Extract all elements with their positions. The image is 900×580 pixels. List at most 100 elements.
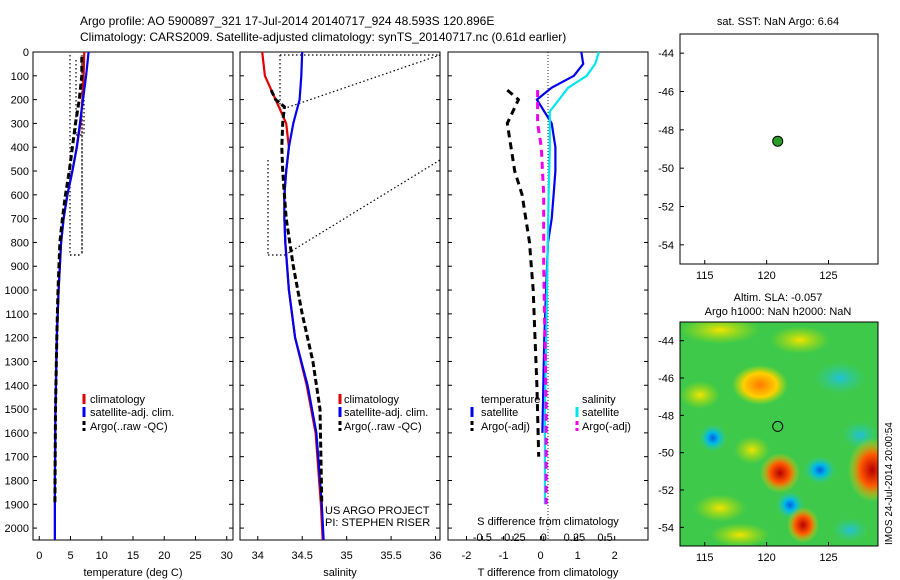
legend-t-satellite: satellite	[481, 407, 518, 419]
series-line-salinity-satellite	[543, 51, 600, 505]
depth-tick-label: 1300	[5, 356, 29, 368]
lon-tick-label: 115	[696, 552, 714, 564]
x-tick-label: 0.25	[564, 532, 585, 544]
sla-map-axes: -44 -46 -48 -50 -52 -54 115 120 125	[658, 336, 838, 564]
lon-tick-label: 120	[757, 270, 775, 282]
x-tick-label: -0.5	[473, 532, 492, 544]
depth-tick-label: 800	[11, 237, 29, 249]
legend-t-argo: Argo(-adj)	[481, 421, 530, 433]
x-tick-label: -1	[499, 550, 509, 562]
reference-dotted-lines	[69, 54, 441, 256]
depth-tick-label: 0	[23, 47, 29, 59]
x-tick-label: 36	[429, 550, 441, 562]
series-line-argo-raw-qc-	[269, 89, 324, 505]
sla-map-title-line2: Argo h1000: NaN h2000: NaN	[705, 306, 852, 318]
depth-tick-label: 900	[11, 261, 29, 273]
temperature-x-label: temperature (deg C)	[83, 567, 182, 579]
series-line-argo-raw-qc-	[53, 56, 84, 505]
x-tick-label: 0.5	[597, 532, 612, 544]
difference-legend: temperature salinity satellite Argo(-adj…	[470, 394, 631, 433]
s-difference-x-label: S difference from climatology	[477, 516, 619, 528]
depth-tick-label: 400	[11, 142, 29, 154]
lat-tick-label: -46	[658, 373, 674, 385]
x-axes: 0 5 10 15 20 25 30 34 34.5 35 35.5 36 -2 -1 0 1 2 -0.5 -0.…	[36, 532, 618, 562]
lat-tick-label: -52	[658, 485, 674, 497]
x-tick-label: 35	[341, 550, 353, 562]
depth-tick-label: 200	[11, 95, 29, 107]
x-tick-label: 15	[127, 550, 139, 562]
x-tick-label: 5	[67, 550, 73, 562]
lat-tick-label: -50	[658, 163, 674, 175]
x-tick-label: 1	[575, 550, 581, 562]
legend-temperature-head: temperature	[481, 394, 540, 406]
temperature-legend: climatology satellite-adj. clim. Argo(..…	[82, 394, 174, 433]
legend-argo: Argo(..raw -QC)	[344, 421, 422, 433]
lat-tick-label: -44	[658, 48, 674, 60]
sst-map-axes: -44 -46 -48 -50 -52 -54 115 120 125	[658, 48, 838, 282]
temperature-panel-frame	[32, 51, 234, 541]
depth-tick-label: 1200	[5, 333, 29, 345]
legend-s-argo: Argo(-adj)	[582, 421, 631, 433]
x-tick-label: -0.25	[500, 532, 525, 544]
lat-tick-label: -48	[658, 410, 674, 422]
depth-tick-label: 1000	[5, 285, 29, 297]
salinity-panel-frame	[239, 51, 441, 541]
lon-tick-label: 115	[696, 270, 714, 282]
depth-tick-label: 2000	[5, 523, 29, 535]
lat-tick-label: -54	[658, 240, 674, 252]
depth-tick-label: 1600	[5, 428, 29, 440]
legend-argo: Argo(..raw -QC)	[90, 421, 168, 433]
sst-map-frame	[679, 33, 879, 265]
legend-climatology: climatology	[90, 394, 146, 406]
x-tick-label: 0	[538, 550, 544, 562]
legend-satellite-adj: satellite-adj. clim.	[344, 407, 428, 419]
depth-tick-label: 100	[11, 71, 29, 83]
sla-map-title-line1: Altim. SLA: -0.057	[734, 292, 823, 304]
depth-tick-label: 1900	[5, 499, 29, 511]
depth-tick-label: 1400	[5, 380, 29, 392]
series-line-temperature-argo-adj-	[505, 88, 541, 457]
lat-tick-label: -52	[658, 202, 674, 214]
credit-project: US ARGO PROJECT	[325, 505, 430, 517]
depth-tick-label: 1700	[5, 452, 29, 464]
x-tick-label: 35.5	[380, 550, 401, 562]
legend-salinity-head: salinity	[582, 394, 616, 406]
depth-tick-label: 1100	[5, 309, 29, 321]
series-line-satellite-adj-clim-	[53, 51, 90, 540]
lat-tick-label: -46	[658, 87, 674, 99]
depth-tick-label: 1800	[5, 475, 29, 487]
x-tick-label: 20	[158, 550, 170, 562]
depth-axis: 0 100 200 300 400 500 600 700 800 900 1000 1100 1200…	[5, 47, 648, 535]
x-tick-label: 30	[221, 550, 233, 562]
lon-tick-label: 120	[757, 552, 775, 564]
lon-tick-label: 125	[819, 552, 837, 564]
figure-title-line2: Climatology: CARS2009. Satellite-adjuste…	[80, 30, 566, 44]
argo-float-marker	[772, 135, 784, 147]
lat-tick-label: -44	[658, 336, 674, 348]
sst-map-title: sat. SST: NaN Argo: 6.64	[717, 16, 839, 28]
depth-tick-label: 500	[11, 166, 29, 178]
depth-tick-label: 600	[11, 190, 29, 202]
lat-tick-label: -54	[658, 522, 674, 534]
sla-map-frame	[679, 321, 879, 547]
legend-satellite-adj: satellite-adj. clim.	[90, 407, 174, 419]
imos-timestamp: IMOS 24-Jul-2014 20:00:54	[884, 422, 895, 545]
argo-float-marker-outline	[772, 420, 784, 432]
legend-s-satellite: satellite	[582, 407, 619, 419]
series-line-satellite-adj-clim-	[283, 51, 325, 541]
figure-title-line1: Argo profile: AO 5900897_321 17-Jul-2014…	[80, 14, 494, 28]
sla-heatmap	[680, 322, 878, 546]
series-line-temperature-satellite	[535, 51, 585, 433]
t-difference-x-label: T difference from climatology	[478, 567, 619, 579]
x-tick-label: -2	[462, 550, 472, 562]
x-tick-label: 0	[541, 532, 547, 544]
depth-tick-label: 300	[11, 118, 29, 130]
x-tick-label: 25	[189, 550, 201, 562]
lon-tick-label: 125	[819, 270, 837, 282]
x-tick-label: 2	[612, 550, 618, 562]
lat-tick-label: -50	[658, 448, 674, 460]
series-line-salinity-argo-adj-	[536, 90, 548, 505]
profile-series	[53, 51, 600, 541]
x-tick-label: 10	[96, 550, 108, 562]
